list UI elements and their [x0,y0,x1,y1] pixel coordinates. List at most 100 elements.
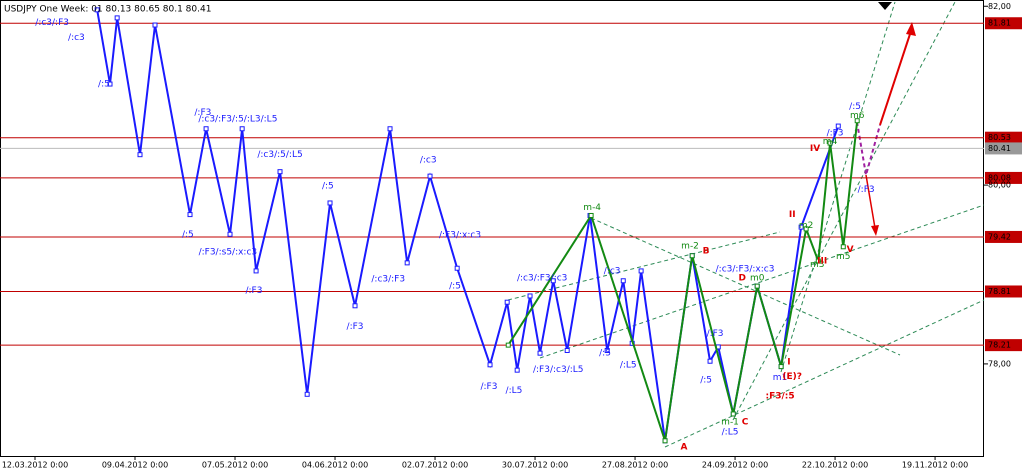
level-label: 80.53 [988,133,1011,142]
annotations: /:c3/:F3/:c3/:5/:F3/:c3/:F3/:5/:L3/:L5/:… [35,18,874,453]
level-label: 79.42 [988,232,1011,241]
x-tick-label: 12.03.2012 0:00 [2,461,68,470]
pivot-point [840,244,846,250]
trend-line [780,1,896,373]
pivot-point [227,231,233,237]
annotation: /:5 [599,349,611,359]
pivot-point [427,173,433,179]
annotation: V [847,245,854,255]
annotation: m0 [750,274,765,284]
annotation: m6 [850,111,865,121]
zigzag-line [507,120,859,442]
annotation: /:c3/:F3/:x:c3 [716,265,775,275]
level-label: 78.81 [988,287,1011,296]
annotation: /:F3 [858,185,875,195]
annotation: /:F3 [827,129,844,139]
annotation: /:F3/:s5/:x:c3 [199,248,258,258]
annotation: /:c3/:F3 [35,18,69,28]
x-tick-label: 04.06.2012 0:00 [302,461,368,470]
pivot-point [239,126,245,132]
pivot-point [798,224,804,230]
pivot-point [854,118,860,124]
annotation: B [703,247,710,257]
level-label: 78.21 [988,341,1011,350]
pivot-point [730,411,736,417]
pivot-point [827,140,833,146]
level-label: 80.08 [988,173,1011,182]
annotation: IV [810,144,820,154]
annotation: m4 [823,137,838,147]
trend-line [507,231,781,301]
pivot-point [487,362,493,368]
trend-line [539,204,985,359]
annotation: /:5 [322,181,334,191]
annotation: /:F3 [245,286,262,296]
x-tick-label: 30.07.2012 0:00 [502,461,568,470]
annotation: II [789,210,796,220]
annotation: /:c3/:F3/:c3 [517,274,567,284]
x-tick-label: 07.05.2012 0:00 [202,461,268,470]
series [94,7,860,444]
pivot-point [94,7,100,13]
annotation: D [738,274,745,284]
annotation: /:F3/:x:c3 [439,231,481,241]
projection [856,2,916,236]
pivot-point [527,293,533,299]
annotation: /:c3/:F3 [371,274,405,284]
pivot-point [537,350,543,356]
level-label-bg [985,17,1022,30]
annotation: m-1 [721,418,739,428]
pivot-point [203,126,209,132]
annotation: /:c3 [604,266,621,276]
trend-line [590,217,901,356]
pivot-point [707,358,713,364]
annotation: m3 [810,260,825,270]
arrow [879,27,913,126]
axes: 82,00 80,00 78,00 12.03.2012 0:00 09.04.2012… [2,2,1011,470]
chart-title: USDJPY One Week: 01 80.13 80.65 80.1 80.… [4,5,211,15]
pivot-point [550,278,556,284]
pivot-point [107,81,113,87]
level-label-bg [985,171,1022,184]
projection-path [856,121,881,176]
x-tick-label: 09.04.2012 0:00 [102,461,168,470]
annotation: /:L5 [620,360,637,370]
trend-line [664,299,985,448]
pivot-point [662,438,668,444]
pivot-point [514,367,520,373]
level-label-bg [985,339,1022,352]
y-tick-label: 80,00 [988,181,1011,190]
annotation: m-4 [583,203,601,213]
pivot-point [387,126,393,132]
arrow-head [871,225,879,236]
trend-line [732,1,956,421]
pivot-point [638,268,644,274]
annotation: /:5 [849,102,861,112]
pivot-point [604,347,610,353]
y-tick-label: 82,00 [988,2,1011,11]
shift-marker [878,2,892,10]
levels: 81.81 80.53 80.08 79.42 78.81 78.21 80.41 [0,17,1022,352]
pivot-point [564,347,570,353]
pivot-point [352,303,358,309]
annotation: /:c3 [420,156,437,166]
trend-lines [507,1,985,448]
pivot-point [620,278,626,284]
level-label-bg [985,285,1022,298]
pivot-point [114,15,120,21]
x-tick-label: 22.10.2012 0:00 [802,461,868,470]
x-tick-label: 19.11.2012 0:00 [902,461,968,470]
x-tick-label: 27.08.2012 0:00 [602,461,668,470]
pivot-point [815,258,821,264]
pivot-point [754,283,760,289]
annotation: /:L5 [722,427,739,437]
y-tick-label: 78,00 [988,359,1011,368]
pivot-point [327,200,333,206]
level-label: 81.81 [988,19,1011,28]
annotation: /:c3/:5/:L5 [257,150,302,160]
annotation: /:5 [98,80,110,90]
annotation: m2 [799,221,814,231]
last-price-label: 80.41 [988,144,1011,153]
annotation: III [817,257,827,267]
